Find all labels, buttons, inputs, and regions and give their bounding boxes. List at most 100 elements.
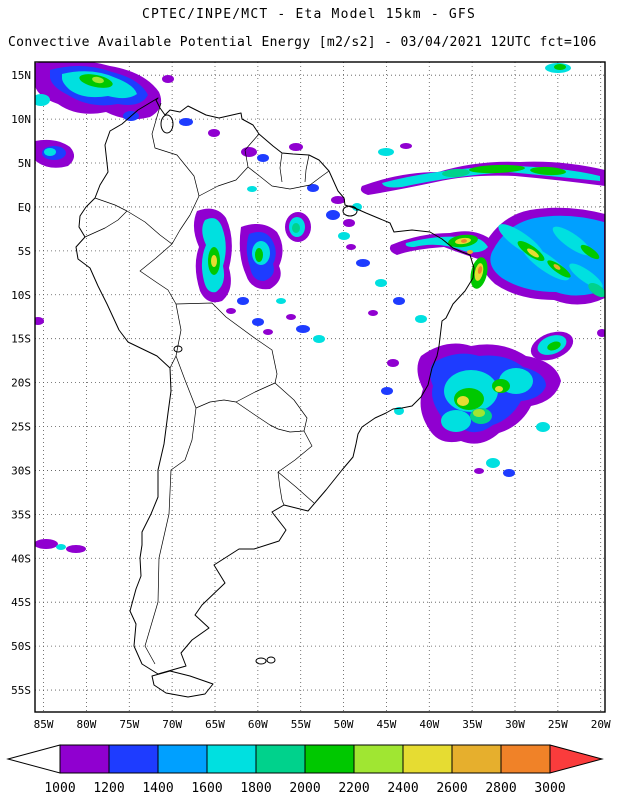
lat-tick-label: 40S: [11, 552, 31, 565]
country-border: [235, 401, 305, 433]
cape-blob: [162, 75, 174, 83]
lon-tick-label: 50W: [334, 718, 354, 731]
colorbar-value: 2600: [436, 781, 467, 796]
cape-blob: [474, 468, 484, 474]
colorbar-value: 1400: [142, 781, 173, 796]
cape-blob: [35, 317, 44, 325]
cape-blob: [442, 168, 470, 178]
subtitle: Convective Available Potential Energy [m…: [8, 35, 597, 50]
cape-blob: [237, 297, 249, 305]
colorbar-segment: [500, 744, 551, 774]
cape-blob: [495, 386, 503, 392]
colorbar-value: 1200: [93, 781, 124, 796]
cape-blob: [415, 315, 427, 323]
country-border: [84, 210, 128, 238]
cape-blob: [441, 410, 471, 432]
colorbar-segment: [402, 744, 453, 774]
cape-blob: [493, 254, 525, 278]
colorbar-value: 2000: [289, 781, 320, 796]
cape-blob: [473, 409, 485, 417]
cape-blob: [553, 264, 561, 270]
lat-tick-label: 55S: [11, 684, 31, 697]
lon-tick-label: 30W: [505, 718, 525, 731]
country-border: [169, 355, 197, 409]
lon-tick-label: 55W: [291, 718, 311, 731]
lon-tick-label: 65W: [205, 718, 225, 731]
colorbar-value: 1000: [44, 781, 75, 796]
cape-blob: [486, 458, 500, 468]
lat-tick-label: 50S: [11, 640, 31, 653]
cape-blob: [381, 387, 393, 395]
country-border: [144, 407, 197, 665]
cape-level-2600: [467, 250, 561, 270]
cape-blob: [461, 239, 467, 243]
cape-blob: [375, 279, 387, 287]
lat-tick-label: EQ: [18, 201, 31, 214]
map-linework: [75, 97, 475, 698]
country-border: [126, 210, 173, 245]
cape-blob: [536, 422, 550, 432]
map-frame: [34, 61, 606, 713]
country-border: [151, 102, 200, 197]
lat-tick-label: 45S: [11, 596, 31, 609]
cape-blob: [368, 310, 378, 316]
cape-blob: [393, 297, 405, 305]
colorbar-segment: [353, 744, 404, 774]
cape-blob: [326, 210, 340, 220]
lon-tick-label: 35W: [462, 718, 482, 731]
colorbar-value: 2400: [387, 781, 418, 796]
cape-blob: [346, 244, 356, 250]
cape-blob: [276, 298, 286, 304]
colorbar-segment: [59, 744, 110, 774]
country-border: [277, 471, 315, 504]
colorbar-segment: [206, 744, 257, 774]
colorbar-arrow-left: [6, 744, 61, 774]
lat-tick-label: 30S: [11, 464, 31, 477]
colorbar-segment: [157, 744, 208, 774]
colorbar: 1000 1200 1400 1600 1800 2000 2200 2400 2600 2800…: [6, 744, 604, 796]
cape-blob: [35, 539, 58, 549]
colorbar-value: 2200: [338, 781, 369, 796]
cape-blob: [179, 118, 193, 126]
axes: 15N 10N 5N EQ 5S 10S 15S 20S 25S 30S 35S 40S 45S 50S 5…: [11, 61, 611, 731]
cape-blob: [56, 544, 66, 550]
country-border: [175, 302, 278, 384]
cape-shading-layer: [35, 62, 605, 553]
cape-blob: [588, 282, 605, 298]
cape-blob: [457, 396, 469, 406]
country-border: [274, 382, 308, 432]
cape-level-2800: [461, 239, 483, 274]
lon-tick-label: 20W: [591, 718, 611, 731]
lake-maracaibo: [160, 114, 174, 134]
country-border: [235, 382, 276, 403]
cape-blob: [580, 244, 600, 260]
colorbar-segment: [451, 744, 502, 774]
country-border: [304, 154, 310, 183]
colorbar-segment: [108, 744, 159, 774]
lat-tick-label: 20S: [11, 377, 31, 390]
country-border: [195, 399, 237, 409]
colorbar-segment: [255, 744, 306, 774]
colorbar-arrow-right: [549, 744, 604, 774]
lat-tick-label: 5N: [18, 157, 31, 170]
cape-level-1000: [35, 62, 605, 553]
lat-tick-label: 10N: [11, 113, 31, 126]
cape-blob: [387, 359, 399, 367]
cape-blob: [356, 259, 370, 267]
lat-tick-label: 15S: [11, 333, 31, 346]
colorbar-value: 1600: [191, 781, 222, 796]
cape-blob: [503, 469, 515, 477]
country-border: [139, 243, 177, 305]
lon-tick-label: 80W: [76, 718, 96, 731]
main-title: CPTEC/INPE/MCT - Eta Model 15km - GFS: [142, 7, 476, 22]
cape-blob: [338, 232, 350, 240]
cape-level-1600: [35, 63, 603, 550]
lon-tick-label: 40W: [419, 718, 439, 731]
lat-tick-label: 25S: [11, 421, 31, 434]
cape-blob: [247, 186, 257, 192]
lon-tick-label: 70W: [162, 718, 182, 731]
island-marajo: [342, 205, 358, 217]
cape-blob: [257, 154, 269, 162]
cape-blob: [35, 94, 50, 106]
